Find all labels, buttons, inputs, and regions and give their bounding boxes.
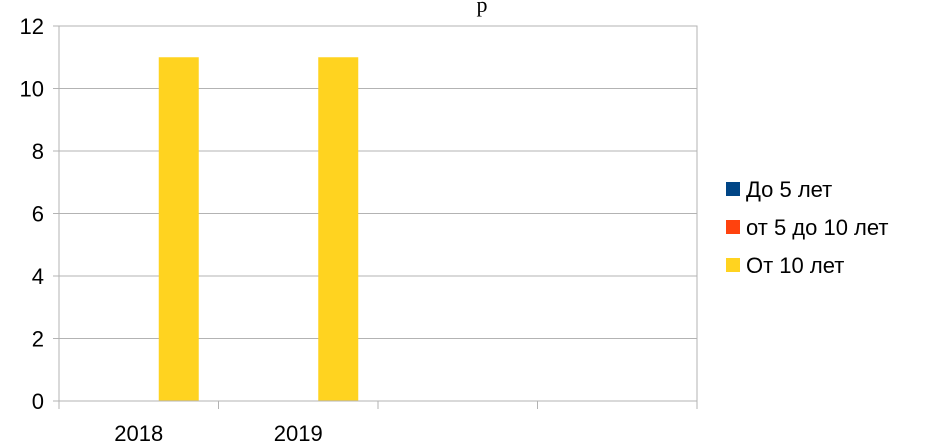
chart-title: р	[477, 0, 488, 17]
legend-swatch	[726, 258, 740, 272]
x-tick-label: 2019	[274, 421, 323, 444]
y-tick-label: 2	[32, 327, 44, 352]
y-tick-label: 10	[20, 77, 44, 102]
bars	[158, 57, 359, 401]
bar	[318, 57, 359, 401]
y-tick-label: 6	[32, 202, 44, 227]
legend-label: До 5 лет	[746, 177, 832, 202]
y-tick-labels: 0 2 4 6 8 10 12	[20, 14, 44, 414]
legend-swatch	[726, 182, 740, 196]
y-tick-label: 12	[20, 14, 44, 39]
gridlines	[53, 25, 697, 402]
legend-label: От 10 лет	[746, 253, 844, 278]
x-tick-label: 2018	[114, 421, 163, 444]
y-tick-label: 0	[32, 389, 44, 414]
x-tick-labels: 2018 2019	[114, 421, 322, 444]
legend-label: от 5 до 10 лет	[746, 215, 888, 240]
legend: До 5 лет от 5 до 10 лет От 10 лет	[726, 177, 888, 278]
bar	[158, 57, 199, 401]
y-tick-label: 4	[32, 264, 44, 289]
legend-swatch	[726, 220, 740, 234]
axes	[58, 25, 698, 409]
y-tick-label: 8	[32, 139, 44, 164]
